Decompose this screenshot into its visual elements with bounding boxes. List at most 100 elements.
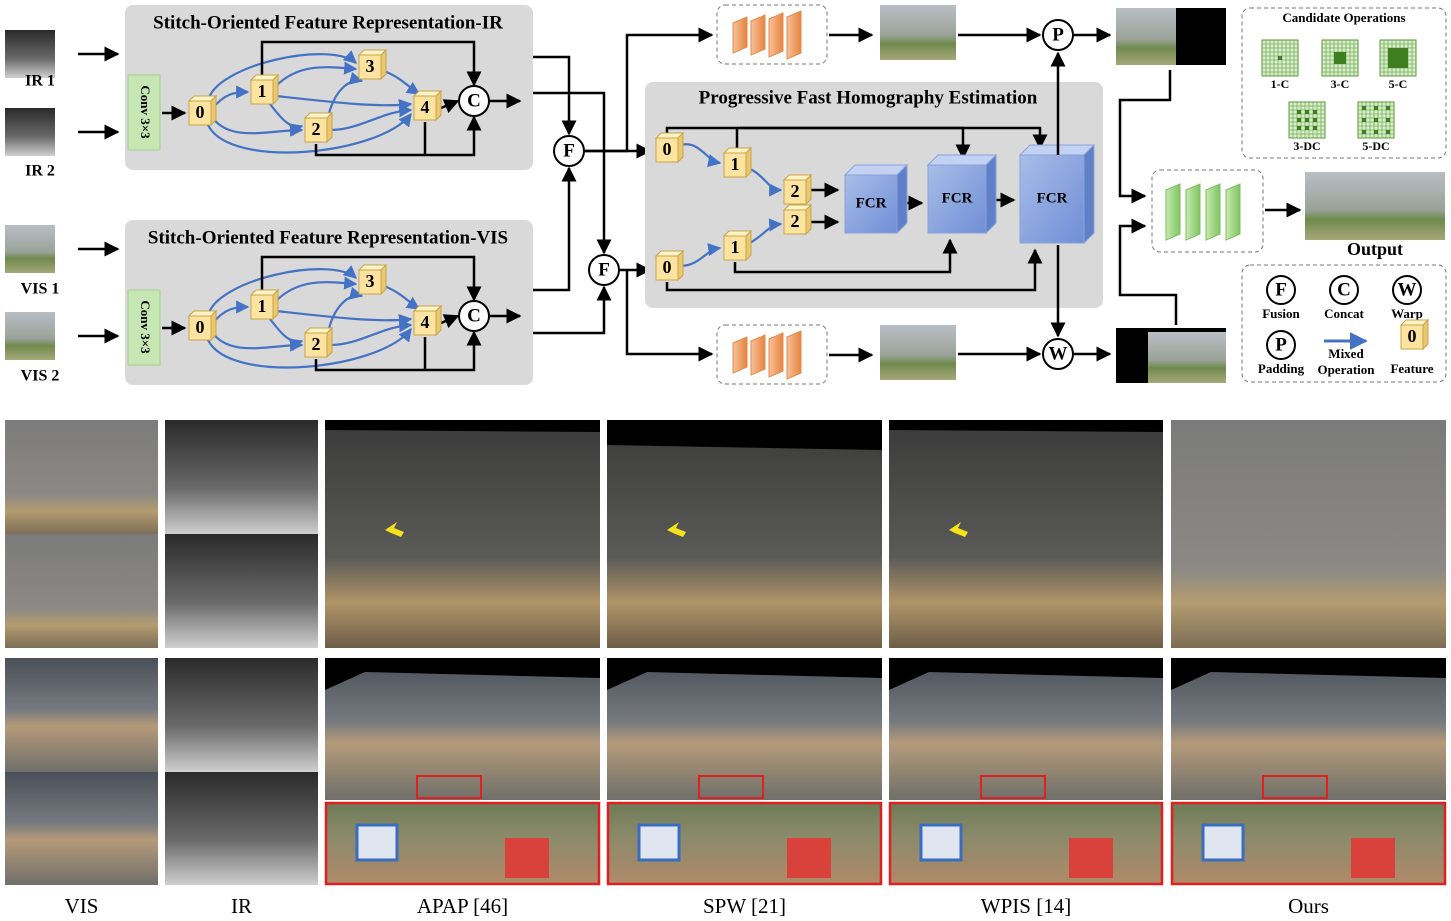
- sign: [355, 823, 399, 862]
- input-image: [5, 30, 55, 78]
- mixed-operation-edge: [269, 318, 304, 352]
- feature-cube: [723, 235, 747, 261]
- photo: [165, 420, 318, 534]
- operator-label: P: [1275, 334, 1287, 355]
- operation-label: 1-C: [1271, 77, 1290, 91]
- operator-label: C: [1337, 279, 1351, 300]
- black-border: [607, 420, 882, 450]
- feature-label: 0: [196, 102, 205, 122]
- sign: [1069, 838, 1113, 878]
- conv-label: Conv 3×3: [138, 85, 153, 139]
- conv-layer: [786, 330, 802, 380]
- fcr-side: [985, 153, 997, 235]
- mixed-operation-edge: [207, 327, 412, 369]
- feature-label: 2: [791, 181, 800, 201]
- mixed-operation-edge: [747, 218, 783, 245]
- operator-label: C: [467, 305, 481, 326]
- black-border: [889, 420, 1163, 432]
- conv-layer: [750, 14, 766, 56]
- input-label: VIS 2: [21, 368, 60, 385]
- connector: [314, 115, 482, 157]
- input-image: [5, 225, 55, 273]
- sign: [1351, 838, 1395, 878]
- kernel: [1313, 118, 1317, 122]
- operation-label: 5-C: [1389, 77, 1408, 91]
- feature-cube-side: [380, 48, 387, 81]
- conv-box: [127, 289, 161, 366]
- feature-label: 1: [731, 154, 740, 174]
- mixed-operation-edge: [747, 166, 783, 197]
- photo: [5, 772, 158, 885]
- connector: [533, 285, 612, 335]
- kernel: [1305, 118, 1309, 122]
- zoom-frame: [1170, 801, 1447, 886]
- fcr-side: [1083, 143, 1095, 245]
- feature-label: 4: [421, 97, 430, 117]
- legend-label: Warp: [1391, 306, 1423, 321]
- feature-cube-side: [435, 304, 442, 337]
- feature-cube-side: [677, 131, 684, 164]
- operator-label: W: [1398, 279, 1417, 300]
- conv-layer: [750, 334, 766, 376]
- operator-label: W: [1049, 343, 1068, 364]
- feature-label: 3: [366, 271, 375, 291]
- padding-area: [1176, 8, 1226, 65]
- photo: [165, 772, 318, 885]
- black-border: [607, 658, 882, 690]
- branch-box: [1151, 169, 1264, 253]
- output-label: Output: [1347, 239, 1403, 259]
- photo: [607, 658, 882, 800]
- photo: [5, 534, 158, 648]
- feature-cube-side: [210, 94, 217, 127]
- branch-box: [716, 324, 828, 385]
- photo: [5, 658, 158, 772]
- output-image: [1305, 172, 1445, 240]
- feature-cube-side: [745, 229, 752, 262]
- kernel: [1362, 130, 1366, 134]
- feature-label: 3: [366, 56, 375, 76]
- candidates-title: Candidate Operations: [1282, 10, 1405, 25]
- feature-cube: [783, 209, 807, 235]
- warped-image: [880, 5, 956, 60]
- zoom-box: [980, 775, 1046, 799]
- operator-node: [458, 300, 490, 332]
- kernel: [1388, 48, 1408, 68]
- operator-node: [1266, 330, 1296, 360]
- feature-cube: [723, 152, 747, 178]
- fcr-label: FCR: [942, 190, 973, 206]
- feature-label: 4: [421, 312, 430, 332]
- yellow-arrow: [385, 522, 404, 537]
- column-label: APAP [46]: [417, 894, 508, 918]
- feature-label: 0: [196, 317, 205, 337]
- input-image: [5, 312, 55, 360]
- operation-label: 3-DC: [1293, 139, 1320, 153]
- yellow-arrow: [667, 522, 686, 537]
- fcr-block: [844, 174, 898, 234]
- kernel: [1362, 106, 1366, 110]
- conv-layer: [1205, 183, 1221, 241]
- branch-box: [716, 4, 828, 65]
- connector: [314, 330, 482, 372]
- feature-cube: [304, 117, 328, 143]
- operator-label: F: [563, 140, 575, 161]
- mixed-operation-edge: [275, 61, 358, 87]
- feature-cube: [304, 332, 328, 358]
- feature-label: 2: [791, 211, 800, 231]
- mixed-operation-edge: [329, 104, 413, 132]
- photo: [165, 534, 318, 648]
- operator-label: C: [467, 90, 481, 111]
- zoom-frame: [888, 801, 1164, 886]
- feature-cube: [188, 315, 212, 341]
- mixed-operation-edge: [275, 276, 358, 302]
- feature-cube: [413, 95, 437, 121]
- legend-label: Fusion: [1262, 306, 1300, 321]
- feature-cube: [783, 179, 807, 205]
- operator-node: [1392, 275, 1422, 305]
- feature-cube: [655, 255, 679, 281]
- mixed-operation-edge: [206, 50, 357, 102]
- legend-label: Feature: [1390, 361, 1433, 376]
- mixed-operation-edge: [679, 143, 722, 168]
- kernel: [1297, 126, 1301, 130]
- feature-cube-side: [326, 326, 333, 359]
- operator-node: [1266, 275, 1296, 305]
